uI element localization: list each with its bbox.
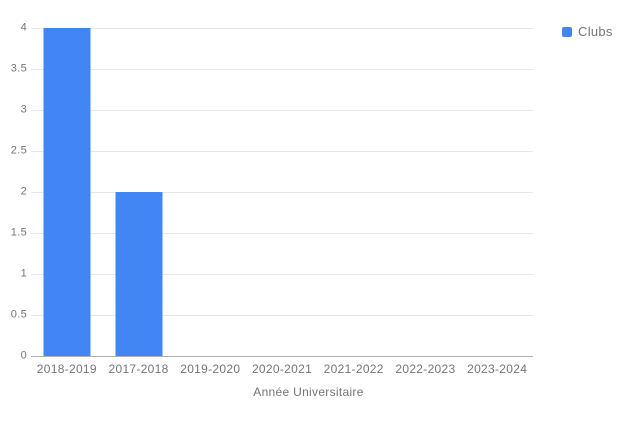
gridline (31, 315, 533, 316)
y-tick-label: 4 (20, 21, 27, 34)
gridline (31, 274, 533, 275)
y-tick-label: 0.5 (10, 308, 27, 321)
bar-2017-2018[interactable] (115, 192, 163, 356)
gridline (31, 151, 533, 152)
gridline (31, 110, 533, 111)
y-tick-label: 1.5 (10, 226, 27, 239)
y-tick-label: 3 (20, 103, 27, 116)
y-tick-label: 2 (20, 185, 27, 198)
x-tick-label: 2021-2022 (323, 362, 384, 376)
x-axis-baseline (31, 356, 533, 357)
gridline (31, 233, 533, 234)
y-axis-tick-labels: 0 0.5 1 1.5 2 2.5 3 3.5 4 (0, 22, 27, 361)
legend-series-label: Clubs (578, 24, 613, 39)
y-tick-label: 2.5 (10, 144, 27, 157)
plot-area (31, 28, 533, 357)
gridline (31, 192, 533, 193)
x-tick-label: 2022-2023 (395, 362, 456, 376)
x-tick-label: 2020-2021 (251, 362, 313, 376)
gridline (31, 28, 533, 29)
gridline (31, 69, 533, 70)
x-tick-label: 2019-2020 (180, 362, 241, 376)
legend-item-clubs[interactable]: Clubs (562, 24, 613, 39)
y-tick-label: 1 (20, 267, 27, 280)
y-tick-label: 3.5 (10, 62, 27, 75)
x-tick-label: 2017-2018 (108, 362, 169, 376)
legend-color-swatch-icon (562, 26, 572, 37)
bar-2018-2019[interactable] (43, 28, 91, 356)
x-tick-label: 2023-2024 (467, 362, 528, 376)
x-axis-tick-labels: 2018-2019 2017-2018 2019-2020 2020-2021 2021… (31, 362, 533, 376)
x-axis-title: Année Universitaire (253, 385, 364, 399)
y-tick-label: 0 (20, 349, 27, 362)
x-tick-label: 2018-2019 (36, 362, 97, 376)
